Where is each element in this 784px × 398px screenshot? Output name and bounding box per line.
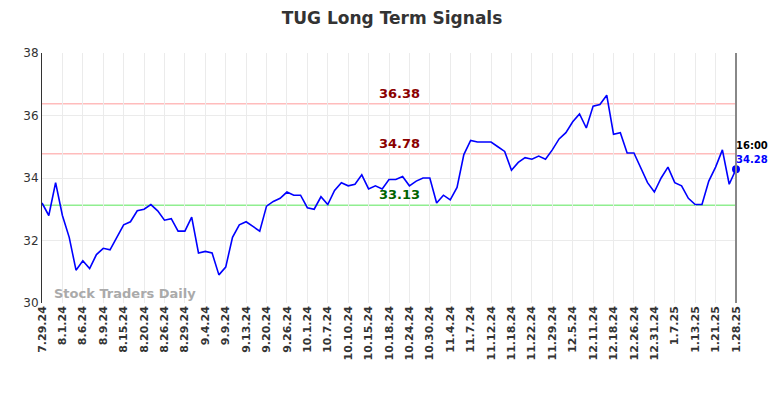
svg-text:38: 38 (23, 46, 38, 60)
svg-text:8.20.24: 8.20.24 (138, 306, 151, 353)
svg-text:12.5.24: 12.5.24 (566, 306, 579, 353)
svg-text:10.30.24: 10.30.24 (423, 306, 436, 361)
svg-text:8.26.24: 8.26.24 (158, 306, 171, 353)
svg-text:12.26.24: 12.26.24 (628, 306, 641, 361)
svg-text:32: 32 (23, 234, 38, 248)
svg-text:11.18.24: 11.18.24 (505, 306, 518, 361)
svg-text:9.26.24: 9.26.24 (281, 306, 294, 353)
svg-text:9.9.24: 9.9.24 (219, 306, 232, 345)
svg-text:1.28.25: 1.28.25 (730, 306, 743, 353)
svg-text:34.28: 34.28 (736, 154, 768, 165)
svg-text:12.11.24: 12.11.24 (587, 306, 600, 361)
svg-text:11.7.24: 11.7.24 (464, 306, 477, 353)
svg-text:10.24.24: 10.24.24 (403, 306, 416, 361)
svg-text:10.18.24: 10.18.24 (383, 306, 396, 361)
svg-text:8.9.24: 8.9.24 (97, 306, 110, 345)
svg-text:8.15.24: 8.15.24 (117, 306, 130, 353)
svg-text:9.20.24: 9.20.24 (260, 306, 273, 353)
svg-text:9.4.24: 9.4.24 (199, 306, 212, 345)
svg-text:34: 34 (23, 171, 38, 185)
svg-text:1.21.25: 1.21.25 (709, 306, 722, 353)
svg-text:10.10.24: 10.10.24 (342, 306, 355, 361)
svg-text:36: 36 (23, 109, 38, 123)
svg-text:8.1.24: 8.1.24 (56, 306, 69, 345)
svg-text:16:00: 16:00 (736, 140, 768, 151)
svg-text:30: 30 (23, 296, 38, 310)
svg-text:1.13.25: 1.13.25 (689, 306, 702, 353)
svg-text:36.38: 36.38 (379, 86, 420, 101)
svg-text:10.1.24: 10.1.24 (301, 306, 314, 353)
svg-text:11.29.24: 11.29.24 (546, 306, 559, 361)
svg-text:11.12.24: 11.12.24 (485, 306, 498, 361)
svg-text:11.22.24: 11.22.24 (525, 306, 538, 361)
svg-text:Stock Traders Daily: Stock Traders Daily (54, 286, 196, 301)
svg-text:7.29.24: 7.29.24 (36, 306, 49, 353)
svg-text:10.15.24: 10.15.24 (362, 306, 375, 361)
svg-text:33.13: 33.13 (379, 187, 420, 202)
svg-text:10.7.24: 10.7.24 (321, 306, 334, 353)
svg-text:12.18.24: 12.18.24 (607, 306, 620, 361)
svg-text:TUG Long Term Signals: TUG Long Term Signals (282, 8, 503, 28)
svg-text:8.6.24: 8.6.24 (76, 306, 89, 345)
svg-text:12.31.24: 12.31.24 (648, 306, 661, 361)
svg-text:34.78: 34.78 (379, 136, 420, 151)
svg-text:11.4.24: 11.4.24 (444, 306, 457, 353)
svg-text:8.29.24: 8.29.24 (178, 306, 191, 353)
svg-text:9.13.24: 9.13.24 (240, 306, 253, 353)
svg-text:1.7.25: 1.7.25 (668, 306, 681, 345)
